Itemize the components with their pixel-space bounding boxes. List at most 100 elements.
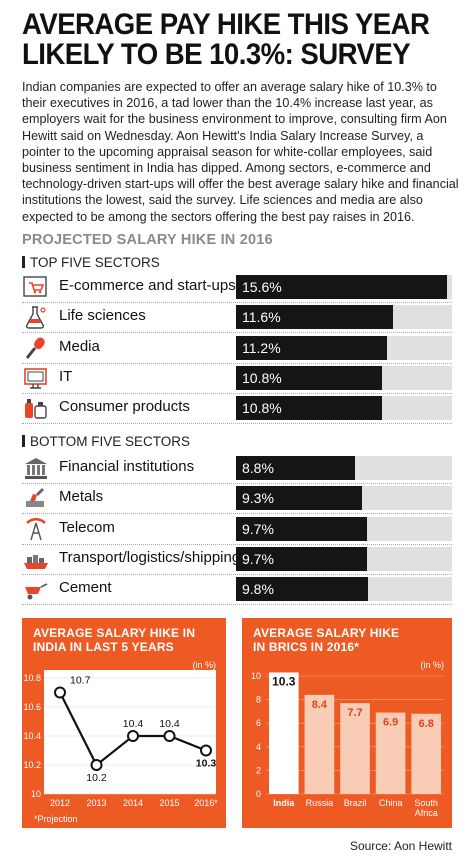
bar: [236, 486, 362, 511]
bottom-sectors-heading: BOTTOM FIVE SECTORS: [22, 434, 190, 449]
sector-label: IT: [59, 367, 73, 385]
data-label: 6.8: [419, 718, 434, 730]
bar: [236, 305, 393, 330]
bar-value-label: 8.8%: [242, 460, 274, 476]
bar: [411, 713, 441, 794]
x-tick-label: South: [414, 798, 438, 808]
top-sector-row: Life sciences 11.6%: [22, 303, 452, 334]
infographic-title: AVERAGE PAY HIKE THIS YEAR LIKELY TO BE …: [22, 10, 430, 70]
y-tick-label: 10.4: [23, 731, 41, 741]
bottom-sector-row: Metals 9.3%: [22, 484, 452, 515]
row-divider: [22, 423, 452, 425]
data-label: 10.4: [159, 718, 180, 730]
heading-mark: [22, 256, 25, 268]
ship-icon: [24, 554, 48, 569]
top-sector-row: Media 11.2%: [22, 334, 452, 364]
bar: [236, 516, 367, 541]
bank-icon: [25, 458, 47, 479]
y-tick-label: 0: [256, 789, 261, 799]
data-point: [90, 759, 103, 771]
bar: [375, 712, 406, 794]
bar-track: 8.8%: [236, 456, 452, 480]
india-trend-title-line-1: AVERAGE SALARY HIKE IN: [33, 626, 196, 640]
section-heading: PROJECTED SALARY HIKE IN 2016: [22, 232, 273, 248]
heading-mark: [22, 435, 25, 447]
sector-label: Financial institutions: [59, 458, 195, 475]
india-trend-line-chart: (in %) 10.8 10.6 10.4 10.2 10 10.7 2012 10.2 2013…: [23, 660, 218, 824]
sector-label: Metals: [59, 488, 104, 506]
brics-title-line-1: AVERAGE SALARY HIKE: [253, 626, 400, 640]
brics-title-line-2: IN BRICS IN 2016*: [253, 640, 360, 654]
brics-title: AVERAGE SALARY HIKE IN BRICS IN 2016*: [253, 626, 399, 654]
data-point: [200, 744, 212, 757]
data-label: 7.7: [347, 707, 362, 719]
bar: [236, 365, 382, 390]
sector-label: Telecom: [59, 518, 115, 536]
bottom-sector-row: Cement 9.8%: [22, 575, 452, 606]
x-tick-label: China: [379, 798, 403, 808]
bar: [304, 694, 335, 794]
bar-track: 11.6%: [236, 305, 452, 330]
bar-value-label: 10.8%: [242, 400, 282, 417]
wheelbarrow-icon: [25, 583, 48, 600]
data-point: [163, 730, 176, 742]
data-label: 10.2: [86, 772, 107, 784]
top-sector-row: IT 10.8%: [22, 364, 452, 394]
data-label: 10.3: [196, 758, 217, 770]
brics-bar-chart: (in %) 10 8 6 4 2 0 10.3 India 8.4 Russia 7.7 Brazil…: [251, 660, 444, 818]
data-label: 10.4: [123, 718, 144, 730]
y-tick-label: 4: [256, 742, 261, 752]
y-tick-label: 2: [256, 765, 261, 775]
metal-icon: [26, 488, 44, 508]
sector-label: Transport/logistics/shipping: [59, 548, 241, 566]
bar-track: 9.7%: [236, 516, 452, 541]
bar-value-label: 9.3%: [242, 490, 274, 507]
y-tick-label: 6: [256, 718, 261, 728]
bar: [269, 672, 299, 794]
row-divider: [22, 513, 452, 515]
bar: [236, 275, 447, 299]
top-sector-row: Consumer products 10.8%: [22, 394, 452, 425]
antenna-icon: [26, 517, 46, 540]
sector-label: E-commerce and start-ups: [59, 277, 236, 294]
bottom-sector-row: Telecom 9.7%: [22, 515, 452, 545]
monitor-icon: [24, 368, 47, 389]
footnote: *Projection: [34, 814, 78, 824]
flask-icon: [25, 306, 46, 329]
top-sectors-heading: TOP FIVE SECTORS: [22, 255, 160, 270]
y-tick-label: 10.2: [23, 760, 41, 770]
x-tick-label: Africa: [415, 808, 438, 818]
cart-icon: [23, 276, 47, 297]
row-divider: [22, 573, 452, 575]
india-trend-title: AVERAGE SALARY HIKE IN INDIA IN LAST 5 Y…: [33, 626, 195, 654]
sector-label: Life sciences: [59, 307, 146, 325]
data-label: 6.9: [383, 717, 398, 729]
bar: [236, 396, 382, 421]
intro-paragraph: Indian companies are expected to offer a…: [22, 80, 459, 224]
bar-value-label: 11.6%: [242, 309, 281, 326]
row-divider: [22, 392, 452, 394]
india-trend-title-line-2: INDIA IN LAST 5 YEARS: [33, 640, 174, 654]
data-label: 8.4: [312, 699, 328, 711]
bar: [236, 335, 388, 360]
row-divider: [22, 302, 452, 303]
bar-value-label: 11.2%: [242, 339, 281, 356]
bar: [340, 703, 370, 794]
bottom-sector-row: Financial institutions 8.8%: [22, 454, 452, 484]
sector-label: Consumer products: [59, 398, 190, 416]
row-divider: [22, 483, 452, 484]
bar: [236, 577, 369, 602]
unit-label: (in %): [192, 660, 216, 670]
bar: [236, 546, 367, 571]
x-tick-label: 2013: [86, 798, 106, 808]
source-credit: Source: Aon Hewitt: [349, 839, 452, 853]
bar-track: 9.7%: [236, 546, 452, 571]
bar-value-label: 10.8%: [242, 369, 282, 386]
row-divider: [22, 543, 452, 545]
india-trend-panel: AVERAGE SALARY HIKE IN INDIA IN LAST 5 Y…: [22, 618, 226, 828]
microphone-icon: [25, 337, 45, 359]
top-sector-row: E-commerce and start-ups 15.6%: [22, 273, 452, 303]
row-divider: [22, 332, 452, 334]
sector-label: Media: [59, 337, 100, 355]
bar-track: 15.6%: [236, 275, 452, 299]
